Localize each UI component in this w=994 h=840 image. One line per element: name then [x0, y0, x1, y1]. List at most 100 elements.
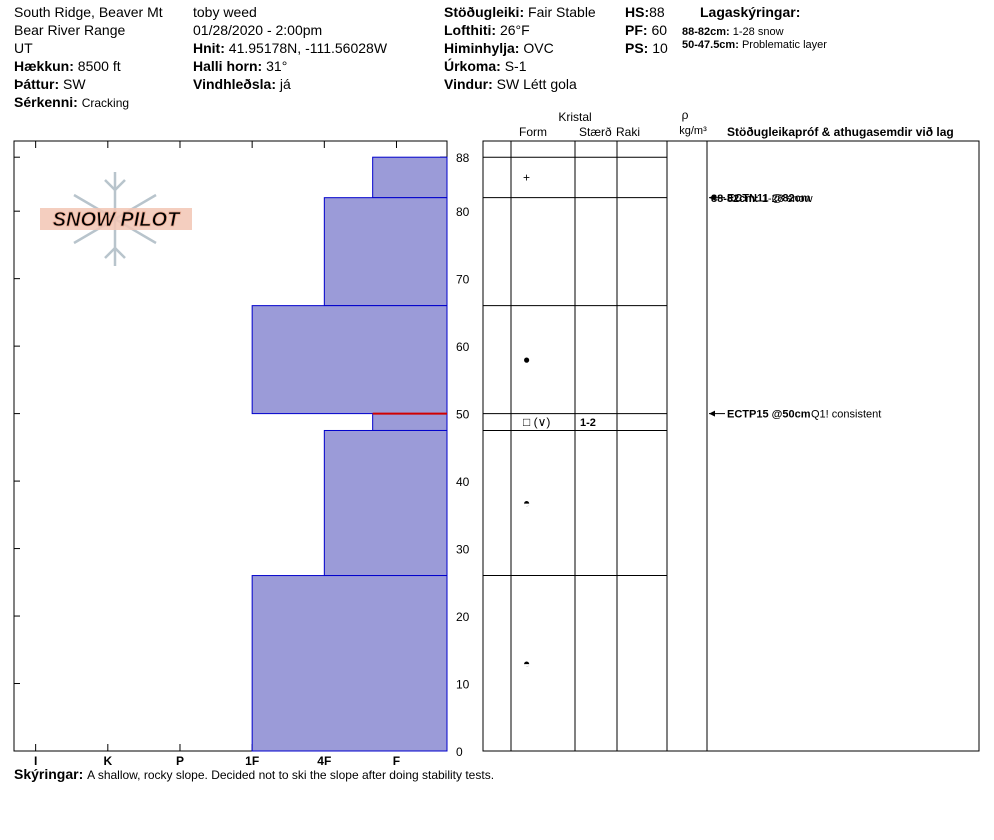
pf: PF: 60: [625, 22, 667, 38]
test-name: ECTP15 @50cm: [727, 409, 811, 421]
legend-item: 50-47.5cm: Problematic layer: [682, 39, 827, 51]
hardness-bar: [323, 197, 448, 307]
range: 88-82cm:: [711, 193, 759, 205]
col-header: Stærð: [579, 125, 612, 139]
footer: Skýringar: A shallow, rocky slope. Decid…: [14, 766, 494, 782]
col-header: Kristal: [558, 110, 591, 124]
arrow-head: [709, 410, 715, 417]
x-tick-label: 4F: [317, 754, 331, 768]
value: 88: [649, 4, 665, 20]
table-frame: [482, 140, 980, 752]
col-header: ρ: [682, 108, 689, 122]
observer: toby weed: [193, 4, 257, 20]
y-tick-label: 20: [456, 610, 470, 624]
y-tick-label: 10: [456, 678, 470, 692]
value: 8500 ft: [78, 58, 121, 74]
air-temp: Lofthiti: 26°F: [444, 22, 530, 38]
text: 1-28 snow: [733, 26, 784, 38]
y-tick-label: 50: [456, 408, 470, 422]
x-tick-label: 1F: [245, 754, 259, 768]
location: UT: [14, 40, 33, 56]
value: 60: [651, 22, 667, 38]
layer-note: 88-82cm: 1-28 snow: [711, 193, 813, 205]
y-tick-label: 30: [456, 543, 470, 557]
location: South Ridge, Beaver Mt: [14, 4, 163, 20]
label: PS:: [625, 40, 648, 56]
aspect: Þáttur: SW: [14, 76, 86, 92]
y-tick-label: 60: [456, 340, 470, 354]
grain-form: ◓: [523, 496, 530, 510]
range: 50-47.5cm:: [682, 39, 739, 51]
hardness-bar: [323, 429, 448, 577]
text: A shallow, rocky slope. Decided not to s…: [87, 768, 494, 782]
test-comment: Q1! consistent: [811, 409, 881, 421]
y-tick-label: 88: [456, 151, 470, 165]
col-header: Raki: [616, 125, 640, 139]
value: SW: [63, 76, 86, 92]
col-header: Stöðugleikapróf & athugasemdir við lag: [727, 125, 954, 139]
value: Fair Stable: [528, 4, 596, 20]
text: Problematic layer: [742, 39, 827, 51]
grain-form: +: [523, 170, 530, 184]
value: OVC: [523, 40, 553, 56]
ps: PS: 10: [625, 40, 668, 56]
value: já: [279, 76, 291, 92]
location: Bear River Range: [14, 22, 125, 38]
text: 1-28 snow: [762, 193, 813, 205]
label: PF:: [625, 22, 648, 38]
y-tick-label: 80: [456, 205, 470, 219]
logo-band: [40, 208, 192, 230]
features: Sérkenni: Cracking: [14, 94, 129, 110]
test-name: ECTN11 @82cm: [727, 193, 811, 205]
x-tick-label: I: [34, 754, 37, 768]
x-tick-label: K: [103, 754, 112, 768]
coords: Hnit: 41.95178N, -111.56028W: [193, 40, 388, 56]
label: Sérkenni:: [14, 94, 78, 110]
value: SW Létt gola: [497, 76, 577, 92]
stability: Stöðugleiki: Fair Stable: [444, 4, 596, 20]
label: Vindhleðsla:: [193, 76, 276, 92]
range: 88-82cm:: [682, 26, 730, 38]
label: Himinhylja:: [444, 40, 519, 56]
label: Vindur:: [444, 76, 493, 92]
value: 26°F: [500, 22, 530, 38]
grain-form: ●: [523, 353, 530, 367]
label: Hækkun:: [14, 58, 74, 74]
elevation: Hækkun: 8500 ft: [14, 58, 121, 74]
value: 31°: [266, 58, 287, 74]
value: Cracking: [82, 96, 129, 110]
label: Lofthiti:: [444, 22, 496, 38]
y-tick-label: 40: [456, 475, 470, 489]
arrow-head: [709, 194, 715, 201]
col-header: kg/m³: [679, 125, 707, 137]
label: Þáttur:: [14, 76, 59, 92]
test: ECTN11 @82cm: [727, 193, 811, 205]
hardness-bar: [251, 575, 448, 752]
label: Halli horn:: [193, 58, 262, 74]
label: Hnit:: [193, 40, 225, 56]
grain-form: □ (∨): [523, 415, 550, 429]
label: Stöðugleiki:: [444, 4, 524, 20]
value: 41.95178N, -111.56028W: [229, 40, 388, 56]
label: HS:: [625, 4, 649, 20]
test: ECTP15 @50cmQ1! consistent: [727, 409, 881, 421]
label: Úrkoma:: [444, 57, 501, 74]
datetime: 01/28/2020 - 2:00pm: [193, 22, 322, 38]
slope: Halli horn: 31°: [193, 58, 287, 74]
x-tick-label: F: [393, 754, 400, 768]
hardness-bar: [372, 156, 448, 199]
logo: SNOW PILOT: [53, 209, 181, 231]
grain-form: ◓: [523, 656, 530, 670]
label: Skýringar:: [14, 766, 83, 782]
wind-loading: Vindhleðsla: já: [193, 76, 291, 92]
legend-item: 88-82cm: 1-28 snow: [682, 26, 784, 38]
hs: HS:88: [625, 4, 665, 20]
precip: Úrkoma: S-1: [444, 57, 527, 74]
wind: Vindur: SW Létt gola: [444, 76, 577, 92]
value: 10: [652, 40, 668, 56]
legend-title: Lagaskýringar:: [700, 4, 800, 20]
y-tick-label: 70: [456, 273, 470, 287]
hardness-bar: [372, 413, 448, 431]
grain-size: 1-2: [580, 417, 596, 429]
